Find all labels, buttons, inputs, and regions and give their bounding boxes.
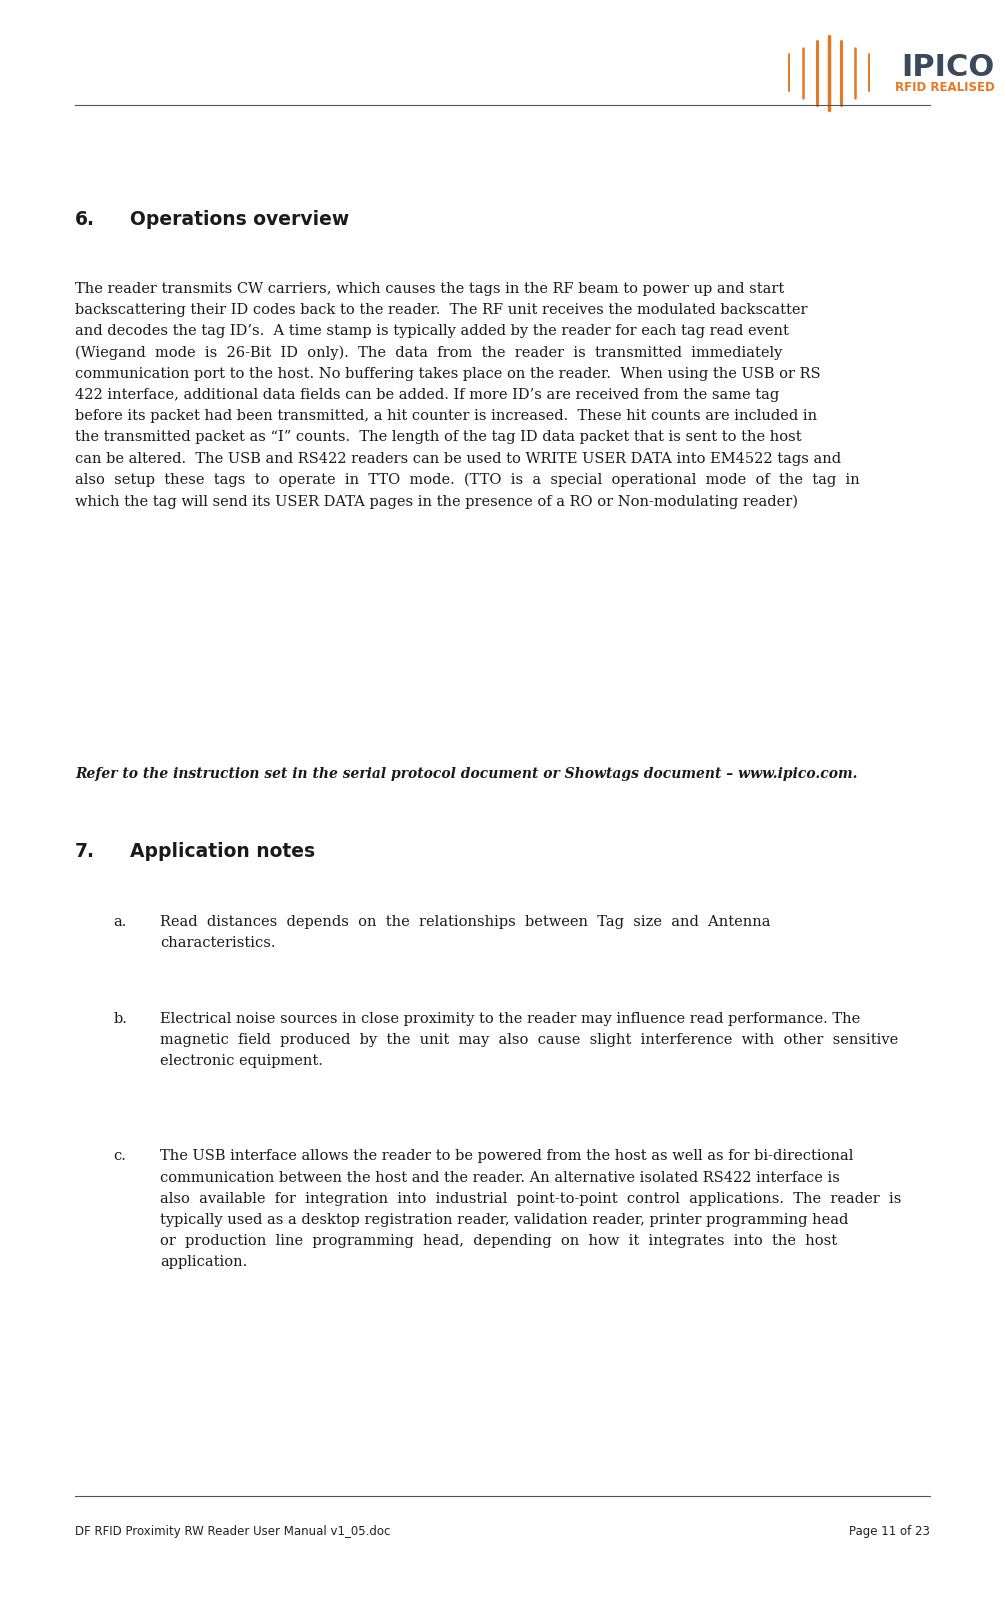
Text: RFID REALISED: RFID REALISED [895, 81, 995, 94]
Text: IPICO: IPICO [901, 53, 995, 83]
Text: The USB interface allows the reader to be powered from the host as well as for b: The USB interface allows the reader to b… [161, 1149, 901, 1269]
Text: Electrical noise sources in close proximity to the reader may influence read per: Electrical noise sources in close proxim… [161, 1012, 898, 1069]
Text: DF RFID Proximity RW Reader User Manual v1_05.doc: DF RFID Proximity RW Reader User Manual … [75, 1525, 390, 1538]
Text: Operations overview: Operations overview [131, 210, 350, 230]
Text: Refer to the instruction set in the serial protocol document or Showtags documen: Refer to the instruction set in the seri… [75, 767, 857, 782]
Text: b.: b. [114, 1012, 127, 1026]
Text: Application notes: Application notes [131, 842, 316, 861]
Text: c.: c. [114, 1149, 126, 1164]
Text: 6.: 6. [75, 210, 95, 230]
Text: 7.: 7. [75, 842, 95, 861]
Text: a.: a. [114, 915, 127, 929]
Text: The reader transmits CW carriers, which causes the tags in the RF beam to power : The reader transmits CW carriers, which … [75, 282, 859, 508]
Text: Page 11 of 23: Page 11 of 23 [849, 1525, 930, 1538]
Text: Read  distances  depends  on  the  relationships  between  Tag  size  and  Anten: Read distances depends on the relationsh… [161, 915, 771, 950]
